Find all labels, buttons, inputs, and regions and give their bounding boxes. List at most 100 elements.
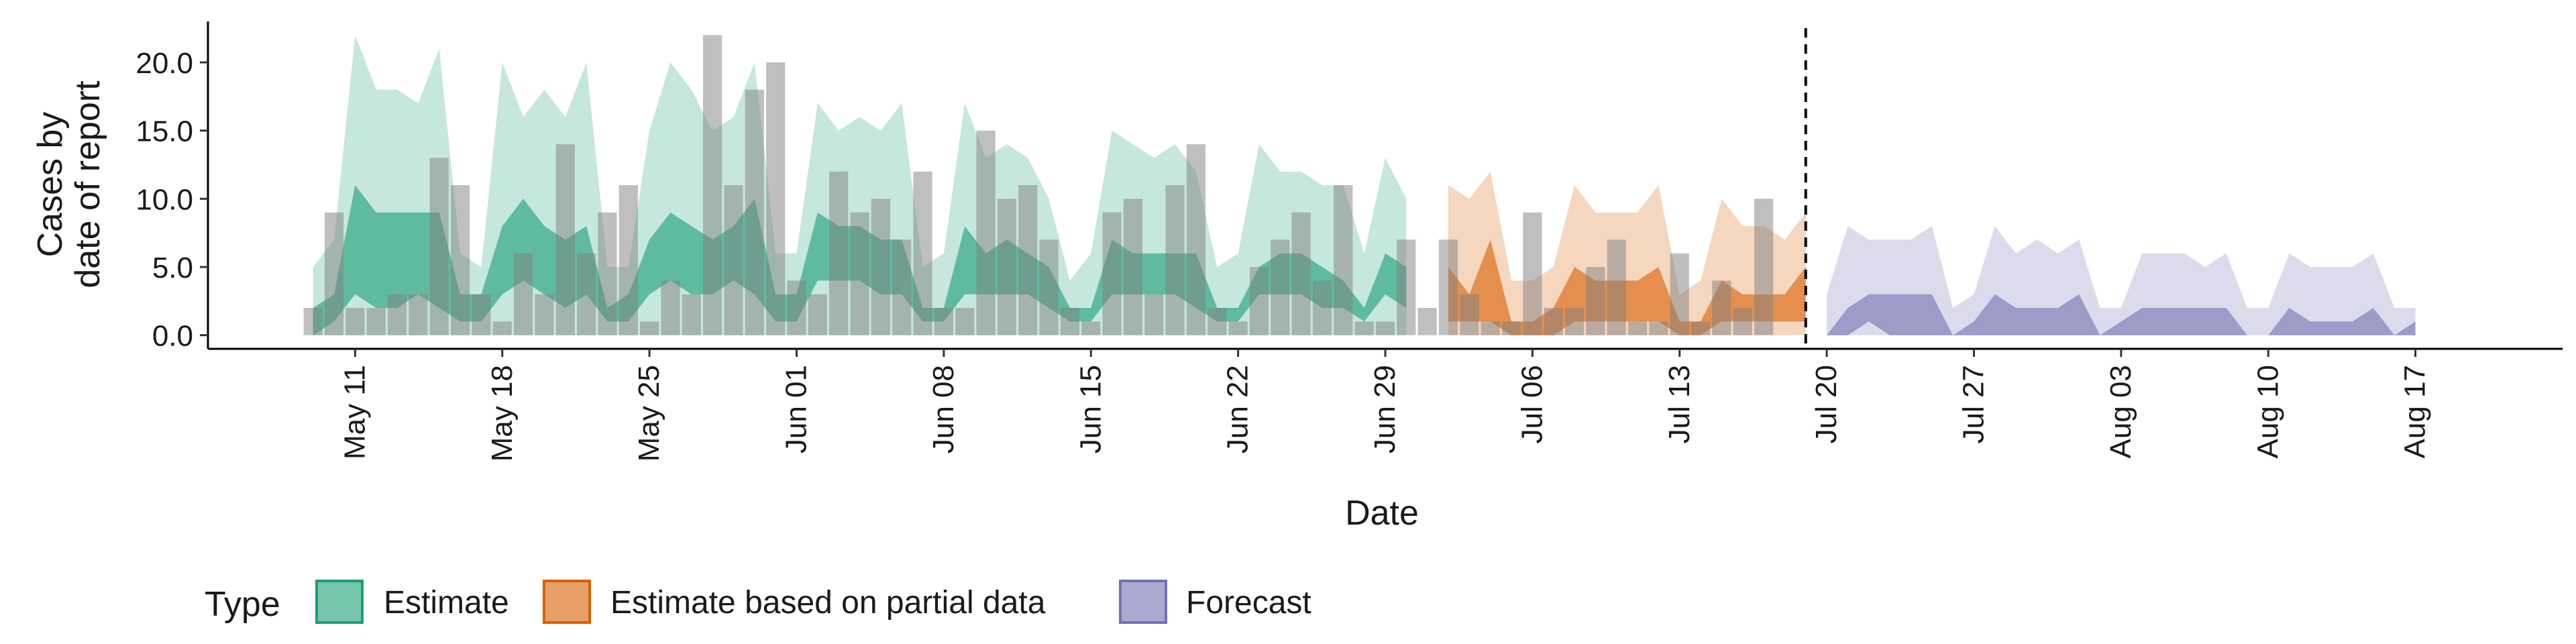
bar <box>1208 308 1227 335</box>
bar <box>1102 212 1122 335</box>
bar <box>640 321 659 335</box>
bar <box>1586 267 1605 335</box>
bar <box>1607 239 1626 335</box>
bar <box>1271 239 1290 335</box>
legend-label-forecast: Forecast <box>1186 585 1311 621</box>
plot-area <box>303 28 2416 349</box>
bar <box>787 280 806 335</box>
y-axis-title-line2: date of report <box>68 80 107 288</box>
bar <box>1397 239 1416 335</box>
legend: Type Estimate Estimate based on partial … <box>205 580 1311 624</box>
y-tick-label: 20.0 <box>136 47 193 80</box>
bar <box>997 199 1016 335</box>
bar <box>724 185 743 335</box>
bar <box>1417 308 1437 335</box>
bar <box>1628 321 1648 335</box>
legend-label-partial: Estimate based on partial data <box>610 585 1046 621</box>
bar <box>1291 212 1311 335</box>
bar <box>1649 321 1668 335</box>
legend-title: Type <box>205 585 280 624</box>
bar <box>1334 185 1353 335</box>
x-axis-title: Date <box>1345 494 1419 533</box>
bar <box>850 212 869 335</box>
forecast-90-band <box>1827 226 2416 335</box>
bar <box>324 212 344 335</box>
x-tick-label: May 18 <box>486 365 519 462</box>
legend-swatch-estimate <box>315 580 364 624</box>
bar <box>303 308 323 335</box>
legend-swatch-partial <box>543 580 591 624</box>
bar <box>682 294 701 335</box>
y-tick-label: 15.0 <box>136 115 193 148</box>
x-tick-label: Jul 13 <box>1663 365 1696 443</box>
bar <box>1018 185 1038 335</box>
x-tick-label: Jul 27 <box>1957 365 1990 443</box>
y-tick-label: 5.0 <box>152 252 193 284</box>
legend-swatch-forecast <box>1119 580 1167 624</box>
bar <box>1565 308 1585 335</box>
bar <box>1375 321 1395 335</box>
bar <box>1081 321 1101 335</box>
bar <box>1039 239 1059 335</box>
bar <box>766 62 786 335</box>
forecast-50-band <box>1827 294 2416 335</box>
bar <box>661 280 680 335</box>
bar <box>1670 253 1689 335</box>
x-ticks: May 11 May 18 May 25 Jun 01 Jun 08 Jun 15 Jun … <box>338 349 2432 462</box>
bar <box>619 185 638 335</box>
bar <box>1712 280 1731 335</box>
x-tick-label: Jul 20 <box>1810 365 1843 443</box>
x-tick-label: Jun 22 <box>1222 365 1254 453</box>
bar <box>388 294 407 335</box>
bar <box>409 294 428 335</box>
bar <box>934 308 953 335</box>
x-tick-label: Jul 06 <box>1515 365 1548 443</box>
x-tick-label: Jun 08 <box>927 365 960 453</box>
bar <box>1754 199 1774 335</box>
bar <box>745 89 764 335</box>
x-tick-label: Jun 15 <box>1074 365 1107 453</box>
legend-label-estimate: Estimate <box>384 585 509 621</box>
bar <box>1501 321 1521 335</box>
bar <box>1312 280 1332 335</box>
bar <box>555 144 575 335</box>
x-tick-label: Aug 17 <box>2399 365 2432 458</box>
bar <box>514 253 533 335</box>
y-tick-label: 10.0 <box>136 183 193 216</box>
bar <box>892 239 912 335</box>
bar <box>451 185 470 335</box>
bar <box>913 171 932 335</box>
bar <box>1249 267 1269 335</box>
bar <box>955 308 975 335</box>
x-tick-label: Aug 03 <box>2104 365 2137 458</box>
bar <box>808 294 827 335</box>
bar <box>1481 321 1500 335</box>
y-ticks: 0.0 5.0 10.0 15.0 20.0 <box>136 47 208 353</box>
bar <box>1228 321 1248 335</box>
bar <box>598 212 617 335</box>
bar <box>871 199 890 335</box>
bar <box>535 294 554 335</box>
bar <box>1691 321 1711 335</box>
bar <box>1354 321 1374 335</box>
bar <box>472 294 491 335</box>
bar <box>1165 185 1185 335</box>
bar <box>429 158 449 335</box>
bar <box>703 35 722 335</box>
bar <box>1460 294 1479 335</box>
bar <box>976 130 996 335</box>
bar <box>366 308 386 335</box>
x-tick-label: May 11 <box>338 365 371 460</box>
bar <box>492 321 512 335</box>
bar <box>1523 212 1542 335</box>
bar <box>829 171 849 335</box>
bar <box>1144 294 1164 335</box>
y-axis-title-line1: Cases by <box>31 112 70 258</box>
bar <box>1060 308 1079 335</box>
y-tick-label: 0.0 <box>152 320 193 353</box>
bar <box>577 253 596 335</box>
x-tick-label: May 25 <box>633 365 665 462</box>
x-tick-label: Jun 29 <box>1368 365 1401 453</box>
bars <box>303 35 1774 335</box>
